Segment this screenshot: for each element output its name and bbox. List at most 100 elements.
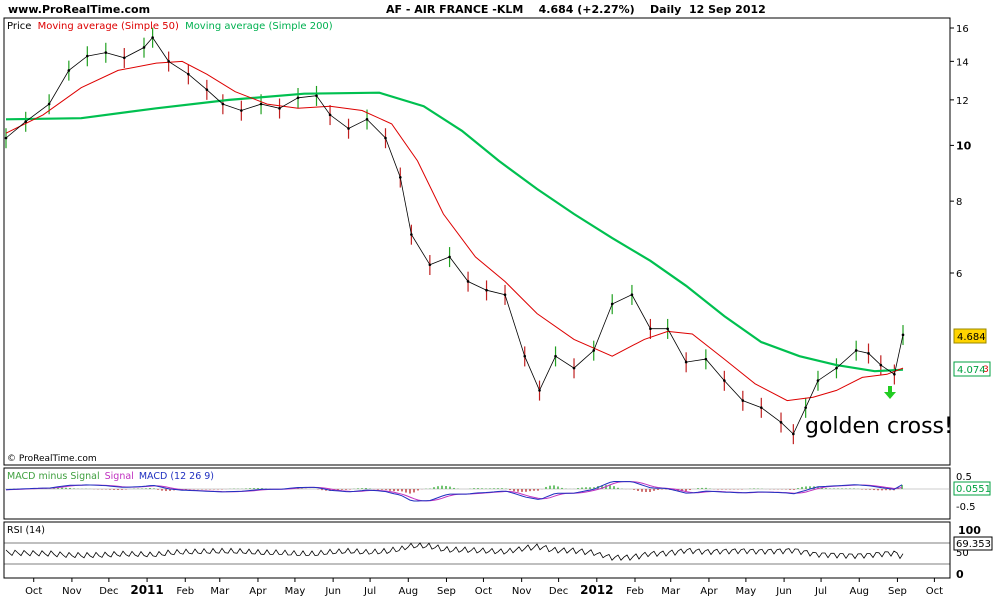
legend-ma200: Moving average (Simple 200) bbox=[185, 21, 333, 32]
price-point bbox=[503, 293, 507, 297]
site-label: www.ProRealTime.com bbox=[8, 3, 150, 16]
price-point bbox=[630, 293, 634, 297]
price-y-tick-label: 8 bbox=[956, 197, 962, 208]
price-point bbox=[572, 366, 576, 370]
price-point bbox=[122, 56, 126, 60]
price-point bbox=[398, 176, 402, 179]
up-arrow-icon bbox=[884, 386, 896, 399]
macd-tick-1: -0.5 bbox=[956, 502, 976, 513]
price-y-tick-label: 16 bbox=[956, 24, 969, 35]
price-y-tick-label: 14 bbox=[956, 57, 969, 68]
x-tick-label: Sep bbox=[888, 586, 907, 597]
rsi-tick-100: 100 bbox=[958, 524, 981, 537]
price-point bbox=[779, 421, 783, 424]
ma-value-suffix: 3 bbox=[983, 365, 989, 375]
price-point bbox=[760, 406, 763, 409]
price-point bbox=[538, 389, 541, 392]
legend-macd: MACD (12 26 9) bbox=[139, 471, 214, 482]
price-point bbox=[792, 432, 795, 436]
macd-line bbox=[5, 481, 903, 502]
x-tick-label: May bbox=[285, 586, 306, 597]
price-y-axis: 16 14 12 10 8 6 bbox=[950, 24, 972, 280]
x-tick-label: Feb bbox=[626, 586, 644, 597]
rsi-value-label: 69.353 bbox=[956, 539, 991, 550]
ma-value-label: 4.074 bbox=[957, 365, 986, 376]
rsi-value-badge bbox=[953, 536, 993, 551]
price-points bbox=[4, 36, 905, 436]
price-point bbox=[67, 69, 71, 72]
last-price-badge bbox=[953, 328, 987, 344]
x-tick-label: Jul bbox=[363, 586, 376, 597]
price-point bbox=[893, 372, 896, 376]
price-point bbox=[296, 96, 300, 100]
x-tick-label: May bbox=[736, 586, 757, 597]
rsi-panel bbox=[3, 521, 951, 579]
x-tick-label: Mar bbox=[661, 586, 681, 597]
copyright: © ProRealTime.com bbox=[7, 454, 97, 464]
price-y-tick-label: 10 bbox=[956, 139, 972, 152]
x-tick-label: 2011 bbox=[130, 583, 163, 597]
price-point bbox=[448, 255, 451, 259]
x-tick-label: Oct bbox=[926, 586, 943, 597]
x-tick-label: Sep bbox=[437, 586, 456, 597]
price-point bbox=[4, 136, 8, 140]
x-tick-label: Jun bbox=[324, 586, 341, 597]
price-point bbox=[901, 333, 905, 337]
x-tick-label: Dec bbox=[99, 586, 118, 597]
ma50-line bbox=[5, 60, 904, 402]
x-tick-label: Aug bbox=[849, 586, 869, 597]
rsi-line bbox=[5, 542, 904, 561]
price-point bbox=[221, 102, 225, 106]
price-point bbox=[804, 406, 807, 409]
price-y-tick-label: 12 bbox=[956, 96, 969, 107]
x-tick-label: Dec bbox=[549, 586, 568, 597]
legend-price: Price bbox=[7, 21, 31, 32]
price-point bbox=[592, 349, 596, 352]
x-tick-label: Jun bbox=[775, 586, 792, 597]
price-point bbox=[879, 363, 883, 367]
macd-value-badge bbox=[953, 481, 991, 496]
price-point bbox=[205, 88, 209, 91]
price-point bbox=[523, 354, 527, 358]
price-point bbox=[867, 352, 870, 355]
price-point bbox=[240, 109, 243, 112]
x-tick-label: Apr bbox=[249, 586, 267, 597]
x-tick-label: Mar bbox=[210, 586, 230, 597]
x-tick-label: Nov bbox=[512, 586, 532, 597]
legend-macd-hist: MACD minus Signal bbox=[7, 471, 100, 482]
price-point bbox=[347, 127, 350, 130]
rsi-tick-0: 0 bbox=[956, 568, 964, 581]
legend-ma50: Moving average (Simple 50) bbox=[38, 21, 179, 32]
macd-legend: MACD minus Signal Signal MACD (12 26 9) bbox=[7, 471, 214, 482]
price-point bbox=[151, 36, 154, 39]
x-tick-label: Apr bbox=[700, 586, 718, 597]
price-point bbox=[365, 118, 369, 121]
macd-tick-0: 0.5 bbox=[956, 472, 972, 483]
x-tick-label: Oct bbox=[475, 586, 492, 597]
x-axis: Oct Nov Dec 2011 Feb Mar Apr May Jun Jul Aug Sep Oct… bbox=[25, 578, 943, 597]
x-tick-label: Feb bbox=[176, 586, 194, 597]
price-point bbox=[704, 357, 708, 361]
price-point bbox=[259, 102, 263, 106]
rsi-legend: RSI (14) bbox=[7, 525, 45, 536]
price-point bbox=[428, 263, 432, 267]
price-point bbox=[328, 113, 332, 117]
price-point bbox=[554, 354, 557, 358]
price-point bbox=[104, 51, 108, 54]
price-point bbox=[816, 379, 820, 382]
price-point bbox=[86, 54, 89, 58]
price-point bbox=[485, 288, 488, 292]
price-point bbox=[723, 379, 726, 382]
price-point bbox=[466, 280, 470, 283]
price-point bbox=[649, 327, 652, 331]
chart-title: AF - AIR FRANCE -KLM 4.684 (+2.27%) Dail… bbox=[386, 3, 766, 16]
price-point bbox=[384, 136, 387, 140]
last-price-label: 4.684 bbox=[957, 332, 986, 343]
price-point bbox=[741, 399, 745, 402]
price-y-tick-label: 6 bbox=[956, 269, 962, 280]
price-point bbox=[315, 94, 318, 98]
price-panel bbox=[3, 17, 951, 466]
x-tick-label: 2012 bbox=[580, 583, 613, 597]
rsi-tick-50: 50 bbox=[956, 548, 969, 559]
